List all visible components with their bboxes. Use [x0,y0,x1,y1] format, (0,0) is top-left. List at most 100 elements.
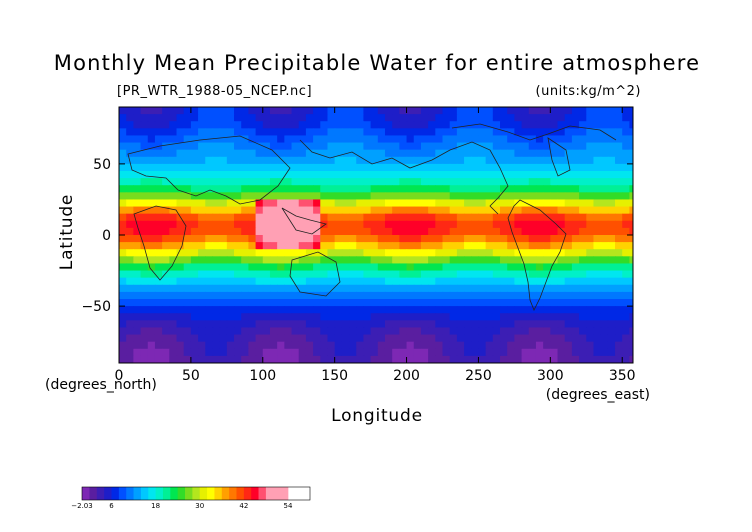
field-cell [305,171,314,179]
field-cell [305,220,314,229]
field-cell [442,263,451,272]
field-cell [262,185,271,193]
field-cell [406,291,415,300]
field-cell [140,270,149,279]
field-cell [579,163,587,172]
field-cell [169,263,178,272]
field-cell [234,291,242,300]
field-cell [291,135,300,144]
field-cell [176,178,185,186]
field-cell [586,142,595,151]
field-cell [478,171,487,179]
field-cell [183,171,192,179]
field-cell [521,263,530,272]
field-cell [593,192,602,201]
field-cell [507,114,515,122]
field-cell [205,291,214,300]
field-cell [521,227,530,236]
field-cell [571,299,580,307]
field-cell [341,291,350,300]
field-cell [471,199,480,208]
field-cell [600,277,609,286]
field-cell [435,235,444,243]
field-cell [277,277,285,286]
field-cell [543,270,551,279]
field-cell [492,355,501,363]
field-cell [277,327,285,336]
colorbar-swatch [214,487,223,500]
field-cell [154,121,163,129]
field-cell [543,128,551,137]
field-cell [363,355,372,363]
field-cell [298,320,307,329]
field-cell [147,185,156,193]
field-cell [262,320,271,329]
field-cell [248,263,257,272]
field-cell [586,256,595,265]
field-cell [478,348,487,357]
field-cell [514,348,523,357]
field-cell [349,185,357,193]
field-cell [248,320,257,329]
field-cell [190,306,199,314]
field-cell [327,306,336,314]
field-cell [356,263,365,272]
field-cell [291,256,300,265]
field-cell [356,299,365,307]
field-cell [406,299,415,307]
field-cell [190,355,199,363]
field-cell [485,299,494,307]
field-cell [521,299,530,307]
field-cell [248,334,257,343]
field-cell [464,178,472,186]
field-cell [169,227,178,236]
field-cell [126,320,134,329]
field-cell [564,163,573,172]
field-cell [435,299,444,307]
field-cell [356,284,365,293]
field-cell [248,341,257,350]
field-cell [363,149,372,158]
colorbar-tick-label: 18 [151,502,160,510]
field-cell [464,320,472,329]
field-cell [298,348,307,357]
field-cell [449,121,458,129]
field-cell [449,306,458,314]
field-cell [629,313,633,321]
field-cell [183,220,192,229]
field-cell [133,327,142,336]
field-cell [212,156,221,165]
field-cell [629,256,633,265]
field-cell [255,291,264,300]
field-cell [234,206,242,215]
field-cell [277,156,285,165]
field-cell [492,114,501,122]
field-cell [435,163,444,172]
field-cell [571,206,580,215]
field-cell [571,156,580,165]
field-cell [507,355,515,363]
field-cell [212,142,221,151]
field-cell [262,355,271,363]
field-cell [413,220,422,229]
field-cell [248,163,257,172]
field-cell [615,249,623,257]
field-cell [442,256,451,265]
field-cell [234,299,242,307]
colorbar-swatch [236,487,245,500]
field-cell [320,327,329,336]
field-cell [262,306,271,314]
field-cell [629,121,633,129]
field-cell [370,320,379,329]
field-cell [435,199,444,208]
field-cell [564,242,573,250]
field-cell [212,327,221,336]
field-cell [154,348,163,357]
field-cell [154,320,163,329]
field-cell [449,355,458,363]
field-cell [234,185,242,193]
field-cell [600,227,609,236]
field-cell [241,355,249,363]
field-cell [298,263,307,272]
